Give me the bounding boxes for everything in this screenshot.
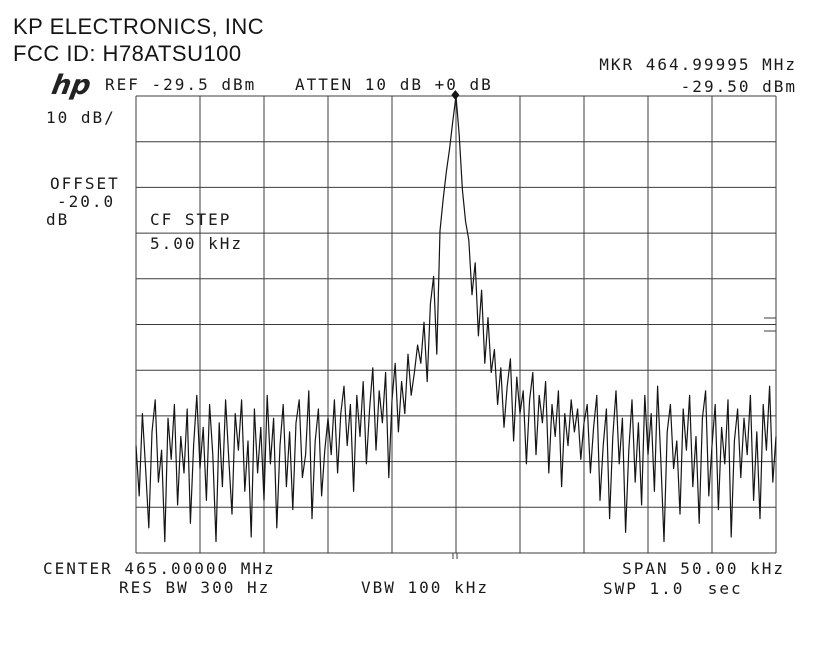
resolution-bw-label: RES BW 300 Hz xyxy=(119,578,271,597)
graticule xyxy=(135,95,777,559)
cf-step-value: 5.00 kHz xyxy=(150,234,244,253)
hp-logo: hp xyxy=(49,70,94,101)
fcc-id: FCC ID: H78ATSU100 xyxy=(13,41,242,66)
offset-value: -20.0 xyxy=(57,192,116,211)
marker-frequency-readout: MKR 464.99995 MHz xyxy=(599,55,797,74)
marker-amplitude-readout: -29.50 dBm xyxy=(680,77,797,96)
company-name: KP ELECTRONICS, INC xyxy=(13,14,265,39)
cf-step-label: CF STEP xyxy=(150,210,232,229)
ref-level-label: REF -29.5 dBm xyxy=(105,75,257,94)
attenuation-label: ATTEN 10 dB +0 dB xyxy=(295,75,493,94)
span-label: SPAN 50.00 kHz xyxy=(622,559,785,578)
center-frequency-label: CENTER 465.00000 MHz xyxy=(43,559,276,578)
offset-label: OFFSET xyxy=(50,174,120,193)
video-bw-label: VBW 100 kHz xyxy=(361,578,489,597)
spectrum-plot xyxy=(135,90,777,559)
marker-diamond xyxy=(451,90,460,100)
offset-unit: dB xyxy=(46,210,70,229)
scale-per-div-label: 10 dB/ xyxy=(46,108,116,127)
sweep-time-label: SWP 1.0 sec xyxy=(603,579,743,598)
